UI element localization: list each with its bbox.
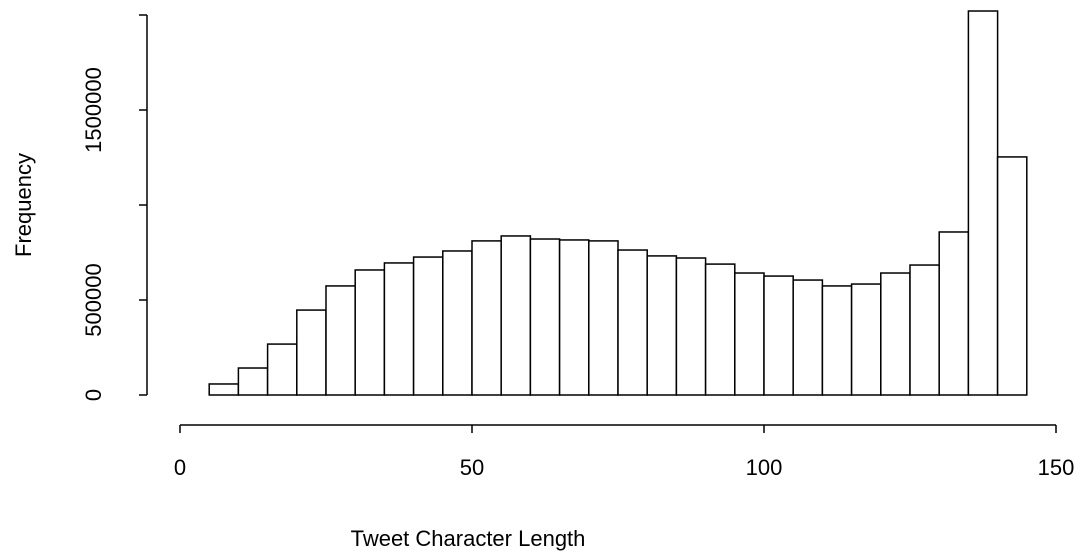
bar [500, 235, 532, 396]
y-tick-label: 0 [81, 389, 106, 401]
bar [704, 263, 736, 396]
x-tick-label: 0 [174, 455, 186, 480]
bar [471, 240, 502, 396]
bar [588, 240, 619, 396]
x-tick-label: 150 [1038, 455, 1075, 480]
y-tick-label: 500000 [81, 263, 106, 336]
bar [734, 272, 765, 396]
bar [208, 383, 240, 396]
bar [412, 256, 444, 396]
x-axis-label: Tweet Character Length [351, 526, 586, 551]
bar [675, 257, 707, 396]
x-tick-label: 100 [746, 455, 783, 480]
x-tick-label: 50 [460, 455, 484, 480]
bar [442, 250, 473, 396]
bar [354, 269, 386, 396]
y-axis-label: Frequency [11, 153, 36, 257]
bar [237, 367, 269, 396]
bar [296, 309, 327, 396]
bar [880, 272, 911, 396]
bar [821, 285, 853, 396]
bar [763, 275, 794, 396]
bar [938, 231, 970, 396]
bar [996, 156, 1028, 396]
bar [792, 279, 824, 396]
bar [266, 343, 298, 396]
bar [909, 264, 940, 396]
bar [850, 283, 882, 396]
bar [617, 249, 648, 396]
bar [646, 255, 678, 396]
bar [558, 239, 590, 396]
bar [325, 285, 356, 396]
bar [529, 238, 561, 396]
bar [383, 262, 415, 396]
bar [967, 10, 999, 396]
y-tick-label: 1500000 [81, 67, 106, 153]
